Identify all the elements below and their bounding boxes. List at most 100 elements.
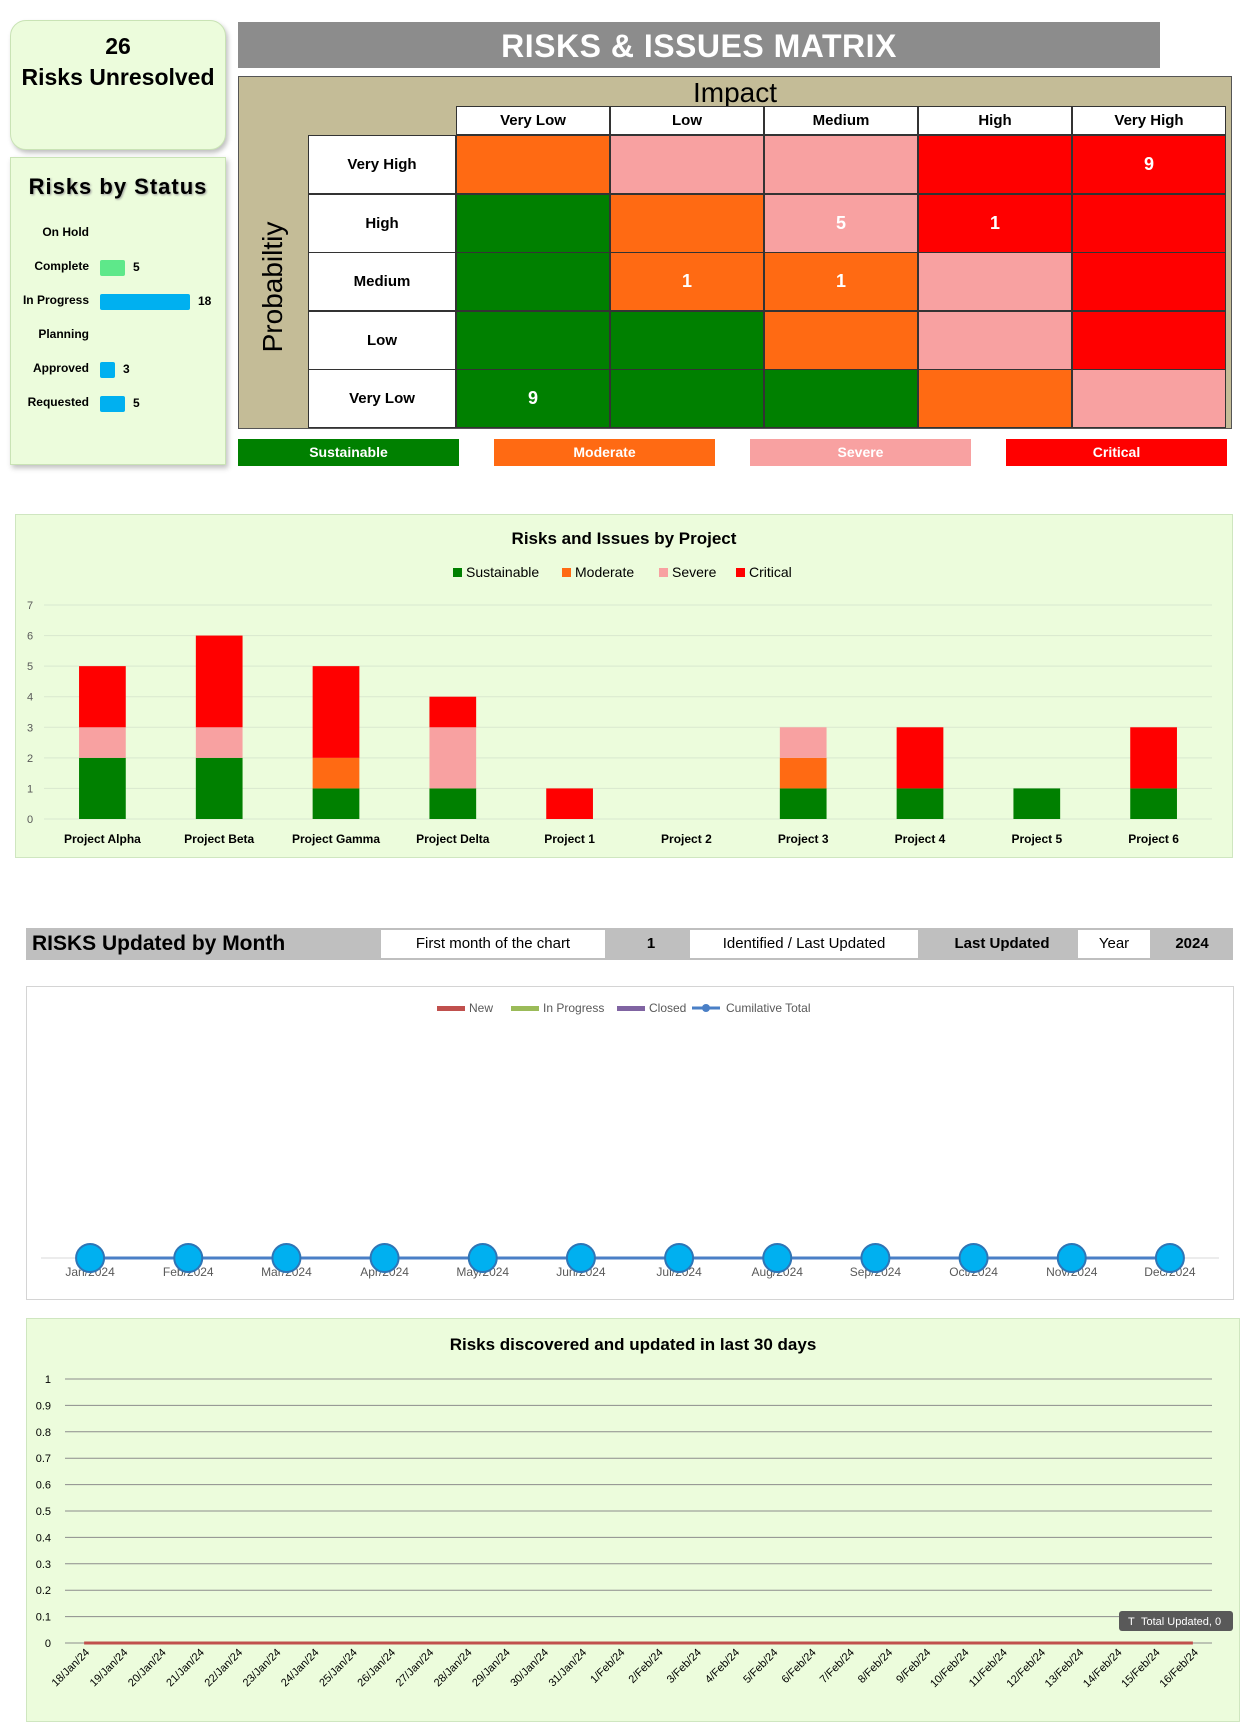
matrix-cell[interactable] <box>918 252 1072 311</box>
matrix-cell[interactable] <box>764 135 918 194</box>
matrix-cell[interactable] <box>1072 369 1226 428</box>
bar-critical[interactable] <box>546 788 593 819</box>
matrix-cell[interactable]: 1 <box>918 194 1072 253</box>
cumulative-point[interactable] <box>271 1243 302 1273</box>
legend-label: Cumilative Total <box>726 1001 810 1015</box>
x-tick-label: 7/Feb/24 <box>818 1647 857 1686</box>
y-tick-label: 0 <box>27 814 33 826</box>
matrix-cell[interactable] <box>610 311 764 370</box>
cumulative-point[interactable] <box>565 1243 596 1273</box>
x-tick-label: 11/Feb/24 <box>967 1647 1010 1690</box>
matrix-cell[interactable] <box>456 311 610 370</box>
unresolved-label: Risks Unresolved <box>21 64 215 90</box>
matrix-cell[interactable] <box>1072 194 1226 253</box>
bar-sustainable[interactable] <box>1130 788 1177 819</box>
bar-sustainable[interactable] <box>79 757 126 819</box>
matrix-cell[interactable] <box>764 369 918 428</box>
matrix-cell[interactable] <box>918 135 1072 194</box>
x-tick-label: 1/Feb/24 <box>588 1647 627 1686</box>
bar-critical[interactable] <box>312 666 360 758</box>
bar-critical[interactable] <box>195 635 243 728</box>
first-month-input[interactable]: 1 <box>646 935 656 952</box>
bar-sustainable[interactable] <box>429 788 477 819</box>
legend-label: Sustainable <box>466 564 539 580</box>
legend-swatch <box>453 568 462 577</box>
probability-label-text: Probabiltiy <box>257 221 288 353</box>
x-tick-label: 28/Jan/24 <box>432 1647 475 1690</box>
status-bar <box>100 362 115 378</box>
matrix-cell[interactable] <box>764 311 918 370</box>
cumulative-point[interactable] <box>1154 1243 1185 1273</box>
bar-moderate[interactable] <box>779 757 827 789</box>
legend-critical: Critical <box>1006 439 1227 466</box>
bar-sustainable[interactable] <box>1013 788 1061 819</box>
x-tick-label: 25/Jan/24 <box>317 1647 360 1690</box>
probability-header-very-high: Very High <box>308 135 456 194</box>
matrix-cell[interactable] <box>456 252 610 311</box>
bar-severe[interactable] <box>195 727 243 758</box>
bar-sustainable[interactable] <box>312 788 360 819</box>
risks-by-project-chart: Risks and Issues by Project Sustainable Mo… <box>15 514 1233 858</box>
status-label: Complete <box>34 259 89 273</box>
bar-critical[interactable] <box>1130 727 1177 789</box>
matrix-cell[interactable] <box>918 311 1072 370</box>
bar-critical[interactable] <box>896 727 944 789</box>
matrix-cell[interactable] <box>1072 252 1226 311</box>
cumulative-point[interactable] <box>75 1243 106 1273</box>
bar-severe[interactable] <box>779 727 827 758</box>
x-tick-label: 27/Jan/24 <box>394 1647 437 1690</box>
bar-sustainable[interactable] <box>896 788 944 819</box>
x-tick-label: 9/Feb/24 <box>894 1647 933 1686</box>
x-tick-label: 6/Feb/24 <box>779 1647 818 1686</box>
cumulative-point[interactable] <box>173 1243 204 1273</box>
impact-header-high: High <box>918 106 1072 135</box>
matrix-cell[interactable]: 1 <box>764 252 918 311</box>
matrix-cell[interactable]: 9 <box>1072 135 1226 194</box>
cumulative-point[interactable] <box>369 1243 400 1273</box>
bar-critical[interactable] <box>429 696 477 728</box>
y-tick-label: 5 <box>27 661 33 673</box>
matrix-cell[interactable] <box>610 369 764 428</box>
impact-header-very-high: Very High <box>1072 106 1226 135</box>
bar-moderate[interactable] <box>312 757 360 789</box>
x-tick-label: 8/Feb/24 <box>856 1647 895 1686</box>
bar-severe[interactable] <box>79 727 126 758</box>
y-tick-label: 6 <box>27 631 33 643</box>
matrix-cell[interactable]: 9 <box>456 369 610 428</box>
matrix-cell[interactable] <box>456 194 610 253</box>
matrix-cell[interactable]: 5 <box>764 194 918 253</box>
matrix-cell[interactable] <box>1072 311 1226 370</box>
x-tick-label: Project 6 <box>1128 832 1179 846</box>
y-tick-label: 1 <box>27 783 33 795</box>
status-title: Risks by Status <box>28 174 208 199</box>
bar-severe[interactable] <box>429 727 477 789</box>
bar-sustainable[interactable] <box>195 757 243 819</box>
cumulative-point[interactable] <box>860 1243 891 1273</box>
x-tick-label: 18/Jan/24 <box>50 1647 93 1690</box>
bar-sustainable[interactable] <box>779 788 827 819</box>
cumulative-point[interactable] <box>1056 1243 1087 1273</box>
cumulative-point[interactable] <box>958 1243 989 1273</box>
last-30-days-chart: Risks discovered and updated in last 30 … <box>26 1318 1240 1722</box>
matrix-cell[interactable]: 1 <box>610 252 764 311</box>
bar-critical[interactable] <box>79 666 126 728</box>
year-input[interactable]: 2024 <box>1175 935 1209 952</box>
matrix-cell[interactable] <box>456 135 610 194</box>
impact-header-very-low: Very Low <box>456 106 610 135</box>
cumulative-point[interactable] <box>664 1243 695 1273</box>
x-tick-label: 29/Jan/24 <box>470 1647 513 1690</box>
status-value: 18 <box>198 294 212 308</box>
cumulative-point[interactable] <box>762 1243 793 1273</box>
cumulative-point[interactable] <box>467 1243 498 1273</box>
unresolved-count: 26 <box>105 33 131 59</box>
mode-selector[interactable]: Identified / Last Updated <box>690 930 918 958</box>
x-tick-label: 10/Feb/24 <box>928 1647 972 1691</box>
y-tick-label: 0.9 <box>36 1400 51 1412</box>
matrix-cell[interactable] <box>918 369 1072 428</box>
legend-swatch <box>437 1006 465 1011</box>
matrix-cell[interactable] <box>610 135 764 194</box>
tooltip: T Total Updated, 0 <box>1119 1611 1233 1631</box>
status-value: 5 <box>133 260 140 274</box>
matrix-cell[interactable] <box>610 194 764 253</box>
project-chart-svg: Risks and Issues by Project Sustainable Mo… <box>27 529 1212 846</box>
